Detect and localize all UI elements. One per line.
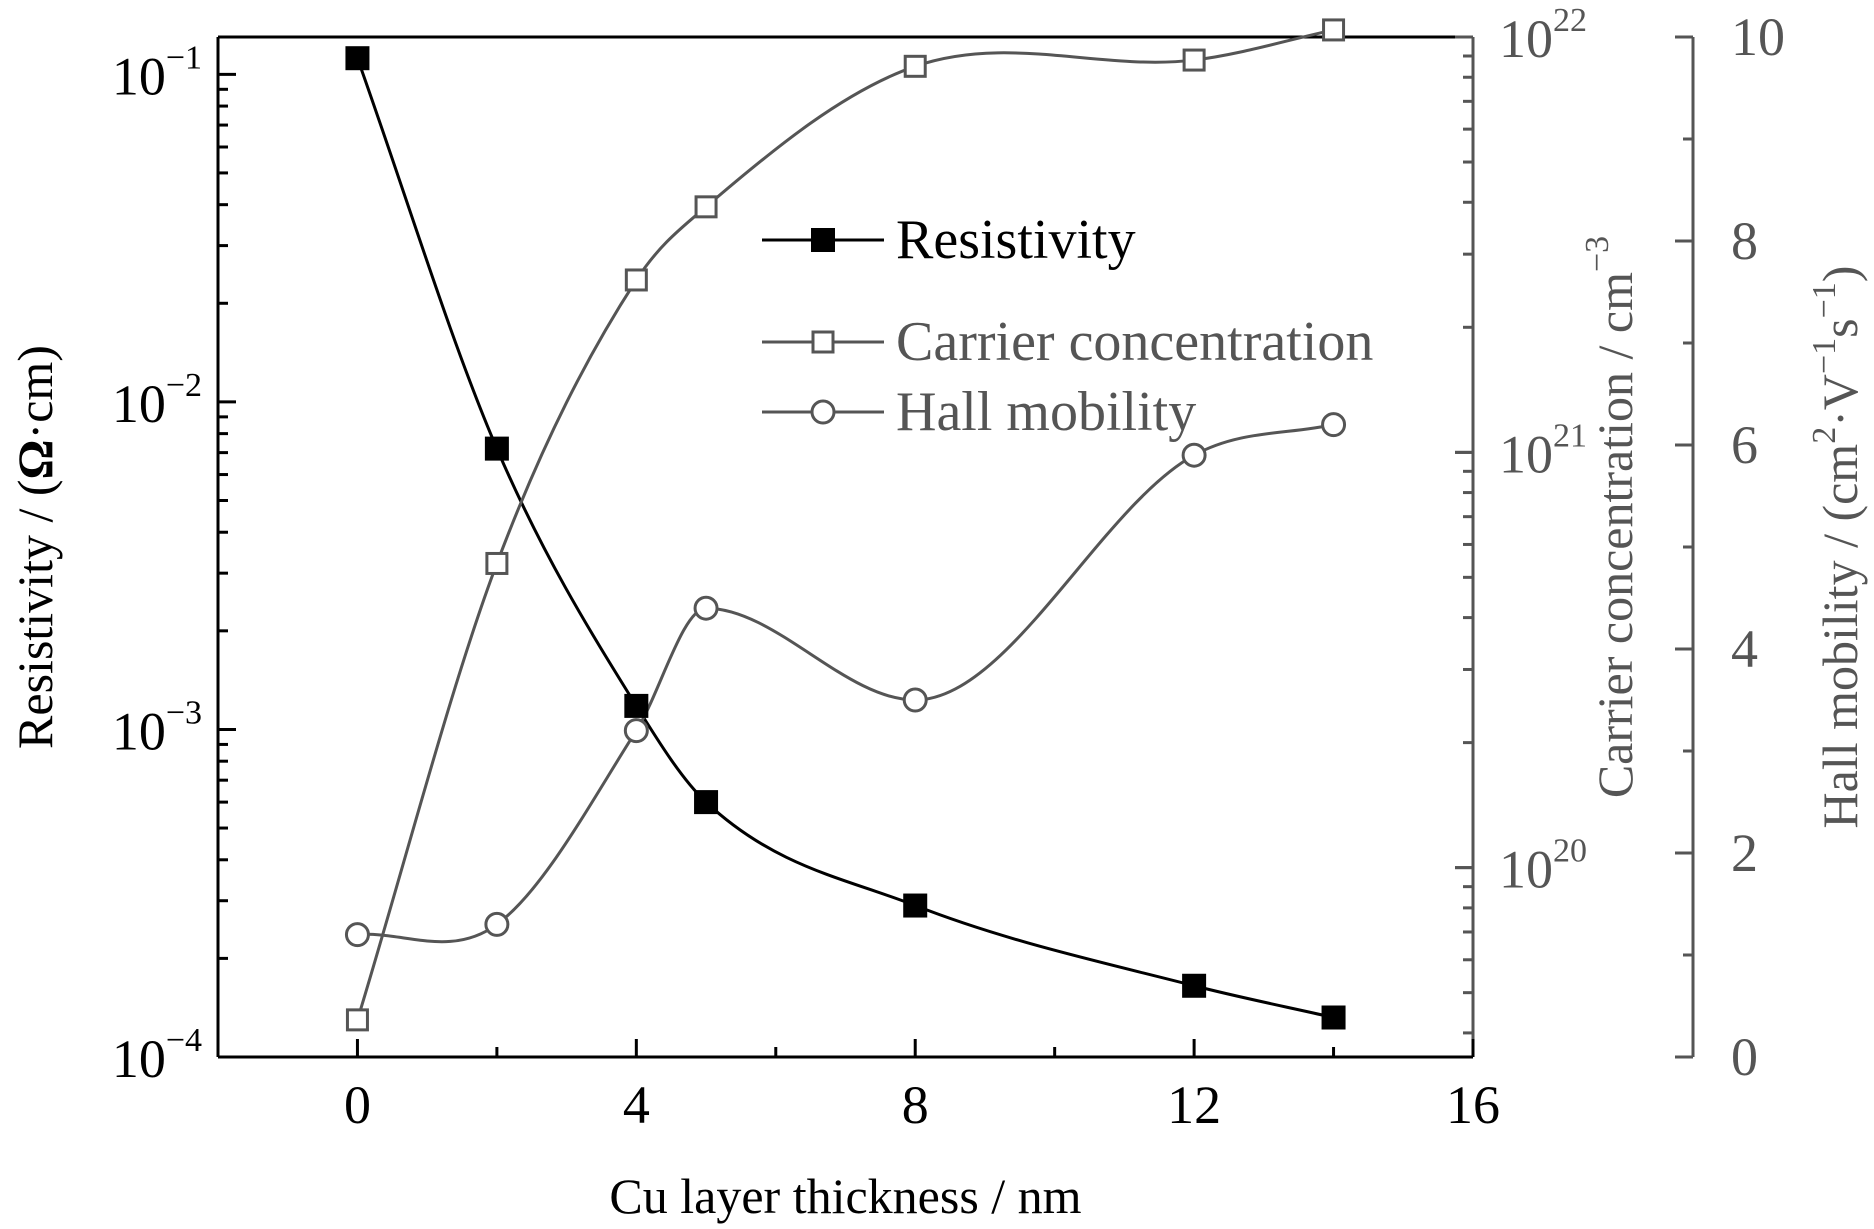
legend-marker-resistivity: [811, 228, 835, 252]
legend: Resistivity Carrier concentration Hall mob…: [762, 209, 1373, 443]
legend-label-hall-mobility: Hall mobility: [896, 381, 1196, 443]
hall-mobility-point: [484, 911, 510, 937]
resistivity-curve: [356, 57, 1334, 1019]
legend-marker-carrier-concentration: [811, 330, 835, 354]
hall-mobility-point: [693, 595, 719, 621]
carrier-tick-label: 1021: [1499, 417, 1587, 484]
x-tick-label: 4: [623, 1075, 650, 1135]
mobility-tick-label: 2: [1731, 823, 1758, 883]
carrier-concentration-point: [1322, 18, 1346, 42]
hall-mobility-point: [1181, 442, 1207, 468]
resistivity-point: [1321, 1005, 1346, 1030]
carrier-concentration-point: [903, 54, 927, 78]
axes-layer: 0 4 8 12 16 Cu layer thickness / nm 10−1 10−2 10…: [7, 2, 1868, 1224]
mobility-tick-label: 10: [1731, 7, 1785, 67]
x-tick-label: 8: [902, 1075, 929, 1135]
hall-mobility-point: [344, 922, 370, 948]
carrier-concentration-point: [624, 268, 648, 292]
resistivity-point: [345, 46, 370, 71]
left-tick-label: 10−4: [112, 1022, 202, 1089]
hall-mobility-point: [902, 687, 928, 713]
hall-mobility-curve: [357, 423, 1334, 944]
x-tick-label: 12: [1167, 1075, 1221, 1135]
carrier-concentration-point: [1182, 48, 1206, 72]
mobility-tick-label: 6: [1731, 415, 1758, 475]
x-tick-label: 16: [1446, 1075, 1500, 1135]
carrier-tick-label: 1020: [1499, 833, 1587, 900]
resistivity-point: [1182, 973, 1207, 998]
mobility-tick-label: 0: [1731, 1027, 1758, 1087]
mobility-tick-label: 8: [1731, 211, 1758, 271]
left-tick-label: 10−1: [112, 39, 202, 106]
resistivity-point: [484, 436, 509, 461]
x-tick-label: 0: [344, 1075, 371, 1135]
left-tick-label: 10−2: [112, 367, 202, 434]
carrier-concentration-point: [694, 195, 718, 219]
carrier-concentration-point: [485, 551, 509, 575]
mobility-tick-label: 4: [1731, 619, 1758, 679]
carrier-concentration-curve: [356, 28, 1334, 1021]
carrier-concentration-point: [345, 1008, 369, 1032]
mobility-axis-title: Hall mobility / (cm2·V−1s−1): [1806, 266, 1868, 829]
resistivity-point: [624, 693, 649, 718]
legend-label-carrier-concentration: Carrier concentration: [896, 311, 1373, 373]
legend-marker-hall-mobility: [810, 399, 836, 425]
carrier-axis-title: Carrier concentration / cm−3: [1579, 236, 1643, 798]
hall-mobility-point: [623, 718, 649, 744]
legend-label-resistivity: Resistivity: [896, 209, 1136, 271]
hall-mobility-point: [1321, 412, 1347, 438]
carrier-tick-label: 1022: [1499, 2, 1587, 69]
resistivity-point: [694, 790, 719, 815]
left-axis-title: Resistivity / (Ω·cm): [7, 345, 63, 749]
curves-layer: [356, 28, 1334, 1021]
resistivity-point: [903, 893, 928, 918]
x-axis-title: Cu layer thickness / nm: [609, 1168, 1081, 1224]
left-tick-label: 10−3: [112, 694, 202, 761]
markers-layer: [344, 18, 1347, 1032]
